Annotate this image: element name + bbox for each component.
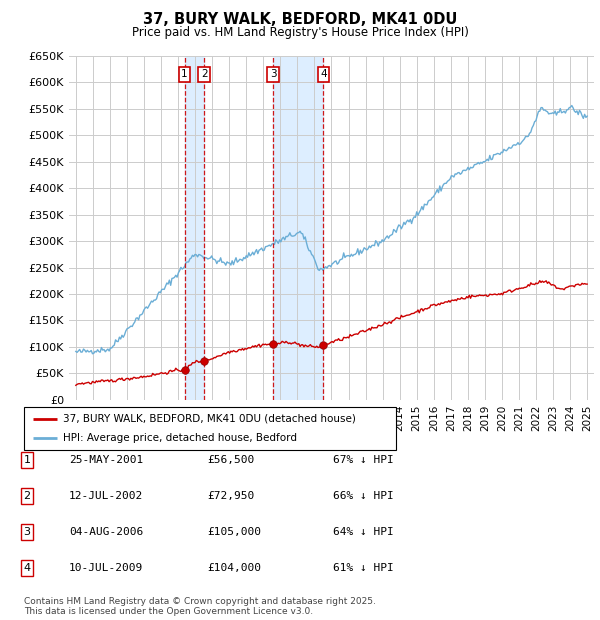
Text: 12-JUL-2002: 12-JUL-2002 [69,491,143,501]
Text: 3: 3 [23,527,31,537]
Point [180,365,190,375]
Text: £104,000: £104,000 [207,563,261,573]
Text: £105,000: £105,000 [207,527,261,537]
Text: 1: 1 [23,455,31,465]
Point [199,356,209,366]
Text: 4: 4 [320,69,327,79]
Point [319,340,328,350]
Text: 64% ↓ HPI: 64% ↓ HPI [333,527,394,537]
Text: 10-JUL-2009: 10-JUL-2009 [69,563,143,573]
Text: 1: 1 [181,69,188,79]
Text: Contains HM Land Registry data © Crown copyright and database right 2025.
This d: Contains HM Land Registry data © Crown c… [24,597,376,616]
Text: Price paid vs. HM Land Registry's House Price Index (HPI): Price paid vs. HM Land Registry's House … [131,26,469,39]
Text: £56,500: £56,500 [207,455,254,465]
Bar [274,56,323,400]
Text: 3: 3 [270,69,277,79]
Text: 4: 4 [23,563,31,573]
FancyBboxPatch shape [24,407,396,450]
Text: 25-MAY-2001: 25-MAY-2001 [69,455,143,465]
Text: 37, BURY WALK, BEDFORD, MK41 0DU (detached house): 37, BURY WALK, BEDFORD, MK41 0DU (detach… [63,414,356,423]
Text: 2: 2 [23,491,31,501]
Text: HPI: Average price, detached house, Bedford: HPI: Average price, detached house, Bedf… [63,433,297,443]
Text: 37, BURY WALK, BEDFORD, MK41 0DU: 37, BURY WALK, BEDFORD, MK41 0DU [143,12,457,27]
Text: 67% ↓ HPI: 67% ↓ HPI [333,455,394,465]
Text: 61% ↓ HPI: 61% ↓ HPI [333,563,394,573]
Text: £72,950: £72,950 [207,491,254,501]
Text: 2: 2 [201,69,208,79]
Text: 04-AUG-2006: 04-AUG-2006 [69,527,143,537]
Text: 66% ↓ HPI: 66% ↓ HPI [333,491,394,501]
Point [269,339,278,349]
Bar [185,56,204,400]
